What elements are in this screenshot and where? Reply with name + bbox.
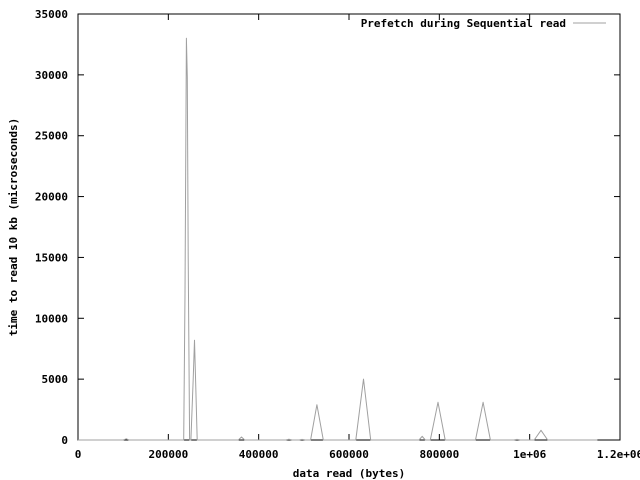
legend: Prefetch during Sequential read — [361, 17, 606, 30]
x-axis-label: data read (bytes) — [293, 467, 406, 480]
y-tick-label: 5000 — [42, 373, 69, 386]
x-tick-label: 200000 — [148, 448, 188, 461]
y-tick-label: 30000 — [35, 69, 68, 82]
x-tick-label: 1.2e+06 — [597, 448, 640, 461]
x-tick-label: 600000 — [329, 448, 369, 461]
y-tick-label: 25000 — [35, 130, 68, 143]
x-tick-label: 0 — [75, 448, 82, 461]
legend-entry-label: Prefetch during Sequential read — [361, 17, 566, 30]
y-tick-label: 20000 — [35, 191, 68, 204]
y-axis-ticks: 0 5000 10000 15000 20000 25000 30000 35000 — [35, 8, 620, 447]
plot-frame — [77, 13, 621, 441]
y-tick-label: 10000 — [35, 312, 68, 325]
x-tick-label: 400000 — [239, 448, 279, 461]
x-tick-label: 800000 — [419, 448, 459, 461]
y-tick-label: 0 — [61, 434, 68, 447]
series-line-0 — [78, 37, 598, 441]
y-tick-label: 15000 — [35, 251, 68, 264]
series-layer — [78, 37, 598, 441]
y-axis-label: time to read 10 kb (microseconds) — [7, 118, 20, 337]
x-tick-label: 1e+06 — [513, 448, 546, 461]
y-tick-label: 35000 — [35, 8, 68, 21]
x-axis-ticks: 0 200000 400000 600000 800000 1e+06 1.2e+06 — [75, 14, 640, 461]
